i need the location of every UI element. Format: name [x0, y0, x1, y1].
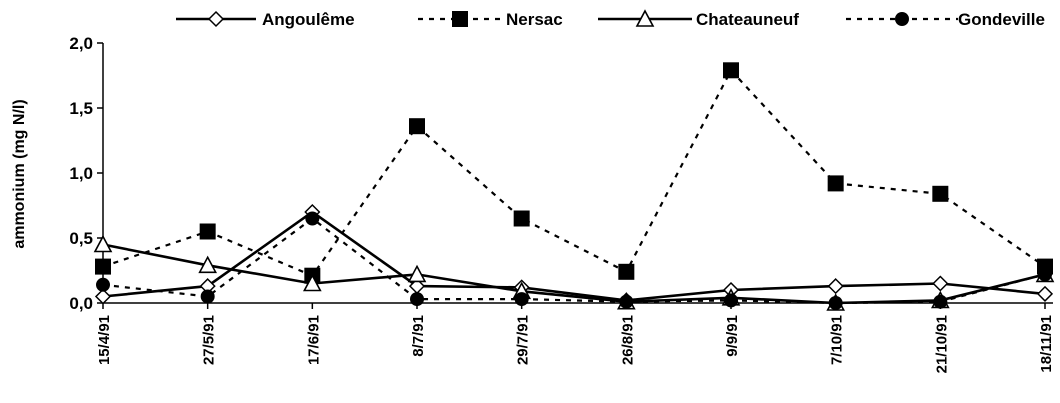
series-line: [102, 217, 1046, 305]
series-line: [102, 210, 1046, 302]
data-point: [199, 223, 216, 240]
legend-marker: [207, 10, 225, 28]
series-0: [94, 203, 1054, 309]
y-tick-label: 0,0: [69, 294, 93, 313]
data-point: [96, 277, 110, 292]
data-point: [619, 294, 634, 309]
data-point: [407, 264, 427, 283]
data-point: [514, 292, 529, 307]
legend-marker: [452, 11, 468, 27]
series-3: [96, 211, 1052, 310]
x-tick-label: 21/10/91: [933, 315, 950, 373]
x-tick-label: 7/10/91: [829, 315, 846, 365]
y-tick-label: 0,5: [69, 229, 93, 248]
x-tick-label: 26/8/91: [619, 315, 636, 365]
data-point: [93, 234, 113, 253]
y-tick-label: 1,5: [69, 99, 93, 118]
x-tick-label: 27/5/91: [201, 315, 218, 365]
data-point: [618, 263, 635, 280]
data-point: [198, 255, 218, 274]
x-tick-label: 17/6/91: [305, 315, 322, 365]
data-point: [409, 118, 425, 135]
series-line: [102, 68, 1046, 278]
y-tick-label: 2,0: [69, 34, 93, 53]
legend-marker: [895, 12, 909, 26]
series-layer: [93, 62, 1055, 311]
legend-entry: Angoulême: [176, 10, 355, 29]
x-tick-label: 9/9/91: [724, 315, 741, 357]
data-point: [827, 278, 844, 295]
y-axis-title: ammonium (mg N/l): [11, 99, 28, 248]
legend-label: Chateauneuf: [696, 10, 799, 29]
data-point: [513, 210, 530, 227]
legend-label: Gondeville: [958, 10, 1045, 29]
legend: Angoulême Nersac Chateauneuf Gondeville: [176, 9, 1045, 29]
legend-marker: [635, 9, 655, 27]
legend-entry: Nersac: [418, 10, 563, 29]
data-point: [827, 175, 844, 192]
data-point: [932, 275, 949, 292]
axes: 0,0 0,5 1,0 1,5 2,0 15/4/91 27/5/91 17/6/91 8/7/…: [69, 34, 1055, 373]
legend-entry: Chateauneuf: [598, 9, 799, 29]
legend-entry: Gondeville: [846, 10, 1045, 29]
data-point: [94, 288, 112, 305]
data-point: [303, 273, 322, 292]
legend-label: Angoulême: [262, 10, 355, 29]
data-point: [932, 185, 949, 202]
x-tick-label: 8/7/91: [410, 315, 427, 357]
data-point: [724, 293, 738, 308]
x-tick-label: 15/4/91: [96, 315, 113, 365]
data-point: [1036, 285, 1054, 302]
data-point: [723, 62, 739, 79]
data-point: [1038, 267, 1052, 282]
legend-label: Nersac: [506, 10, 563, 29]
data-point: [200, 289, 215, 304]
x-tick-label: 29/7/91: [515, 315, 532, 365]
data-point: [828, 296, 843, 310]
data-point: [305, 211, 320, 226]
data-point: [410, 292, 424, 307]
y-tick-label: 1,0: [69, 164, 93, 183]
x-tick-label: 18/11/91: [1038, 315, 1055, 373]
series-1: [95, 62, 1053, 284]
data-point: [933, 294, 948, 309]
data-point: [95, 258, 111, 275]
